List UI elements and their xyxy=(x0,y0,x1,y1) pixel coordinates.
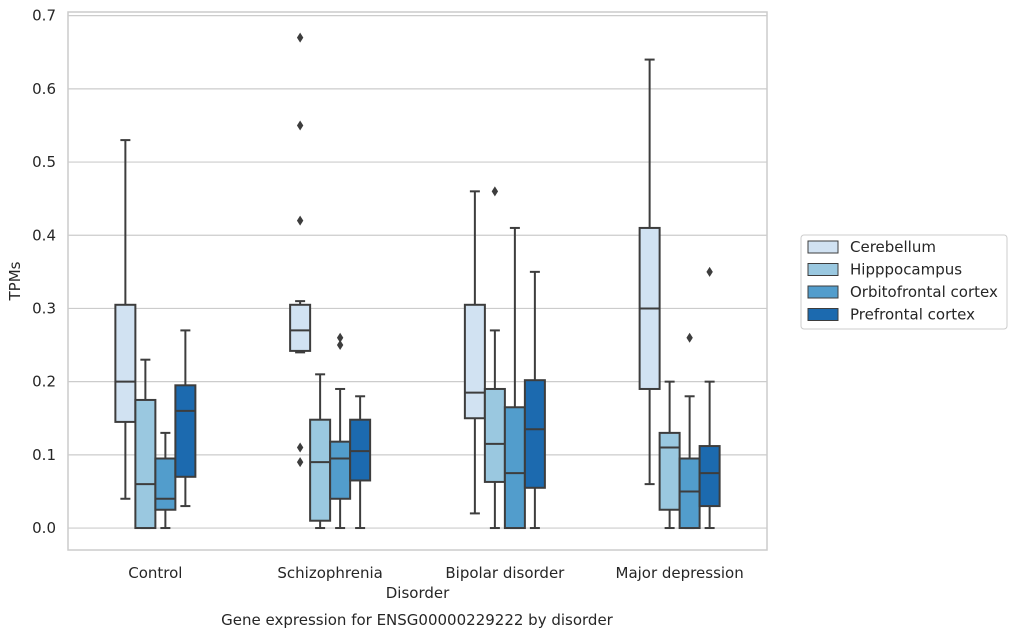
box-iqr xyxy=(134,398,157,530)
box-iqr xyxy=(503,406,526,530)
outlier-point xyxy=(296,442,304,453)
box-iqr xyxy=(698,445,721,508)
box-iqr xyxy=(658,431,681,511)
legend-entry: Cerebellum xyxy=(850,238,936,256)
box-iqr xyxy=(114,303,137,423)
outlier-point xyxy=(686,332,693,343)
y-tick-label: 0.6 xyxy=(32,80,56,98)
box-hipppocampus xyxy=(309,373,332,530)
x-tick-label: Control xyxy=(128,564,182,582)
legend: Cerebellum Hipppocampus Orbitofrontal cort… xyxy=(800,234,1008,330)
box-cerebellum xyxy=(463,190,486,515)
box-cerebellum xyxy=(289,32,312,468)
x-axis-label: Disorder xyxy=(386,584,450,602)
outlier-point xyxy=(706,266,713,277)
y-tick-label: 0.5 xyxy=(32,153,56,171)
x-tick-label: Bipolar disorder xyxy=(445,564,565,582)
y-tick-label: 0.2 xyxy=(32,373,56,391)
box-hipppocampus xyxy=(483,186,506,530)
box-iqr xyxy=(349,418,372,482)
box-iqr xyxy=(154,457,177,511)
y-tick-label: 0.4 xyxy=(32,226,56,244)
box-prefrontal-cortex xyxy=(349,395,372,530)
outlier-point xyxy=(296,32,304,43)
legend-frame xyxy=(800,234,1008,330)
legend-swatch xyxy=(807,240,839,254)
box-prefrontal-cortex xyxy=(523,270,546,530)
box-iqr xyxy=(289,303,312,352)
legend-entry: Hipppocampus xyxy=(850,261,962,279)
box-iqr xyxy=(329,440,352,500)
y-tick-label: 0.0 xyxy=(32,519,56,537)
box-hipppocampus xyxy=(134,358,157,530)
legend-swatch xyxy=(807,263,839,276)
outlier-point xyxy=(336,340,344,351)
box-iqr xyxy=(463,303,486,420)
box-prefrontal-cortex xyxy=(174,329,197,508)
box-cerebellum xyxy=(638,58,661,486)
legend-entry: Prefrontal cortex xyxy=(850,306,975,324)
outlier-point xyxy=(296,215,304,226)
legend-swatch xyxy=(807,285,839,299)
outlier-point xyxy=(296,457,304,468)
box-iqr xyxy=(678,457,701,530)
box-groups xyxy=(114,32,721,530)
plot-area-frame xyxy=(67,11,768,551)
legend-entry: Orbitofrontal cortex xyxy=(850,283,998,301)
y-tick-label: 0.3 xyxy=(32,299,56,317)
outlier-point xyxy=(491,186,499,197)
box-iqr xyxy=(523,379,546,489)
y-tick-label: 0.1 xyxy=(32,446,56,464)
box-orbitofrontal-cortex xyxy=(329,332,352,530)
x-tick-label: Major depression xyxy=(616,564,744,582)
y-tick-label: 0.7 xyxy=(32,7,56,25)
box-cerebellum xyxy=(114,139,137,500)
legend-swatch xyxy=(807,308,839,321)
box-orbitofrontal-cortex xyxy=(154,431,177,530)
box-iqr xyxy=(309,418,332,522)
box-iqr xyxy=(174,384,197,478)
x-tick-label: Schizophrenia xyxy=(277,564,382,582)
box-orbitofrontal-cortex xyxy=(503,226,526,530)
x-tick-labels: Control Schizophrenia Bipolar disorder Majo… xyxy=(128,564,743,582)
y-axis-label: TPMs xyxy=(6,261,24,301)
box-iqr xyxy=(483,387,506,483)
chart-caption: Gene expression for ENSG00000229222 by d… xyxy=(221,611,614,629)
outlier-point xyxy=(336,332,344,343)
y-tick-labels: 0.0 0.1 0.2 0.3 0.4 0.5 0.6 0.7 xyxy=(32,7,56,537)
box-prefrontal-cortex xyxy=(698,266,721,530)
outlier-point xyxy=(296,120,304,131)
